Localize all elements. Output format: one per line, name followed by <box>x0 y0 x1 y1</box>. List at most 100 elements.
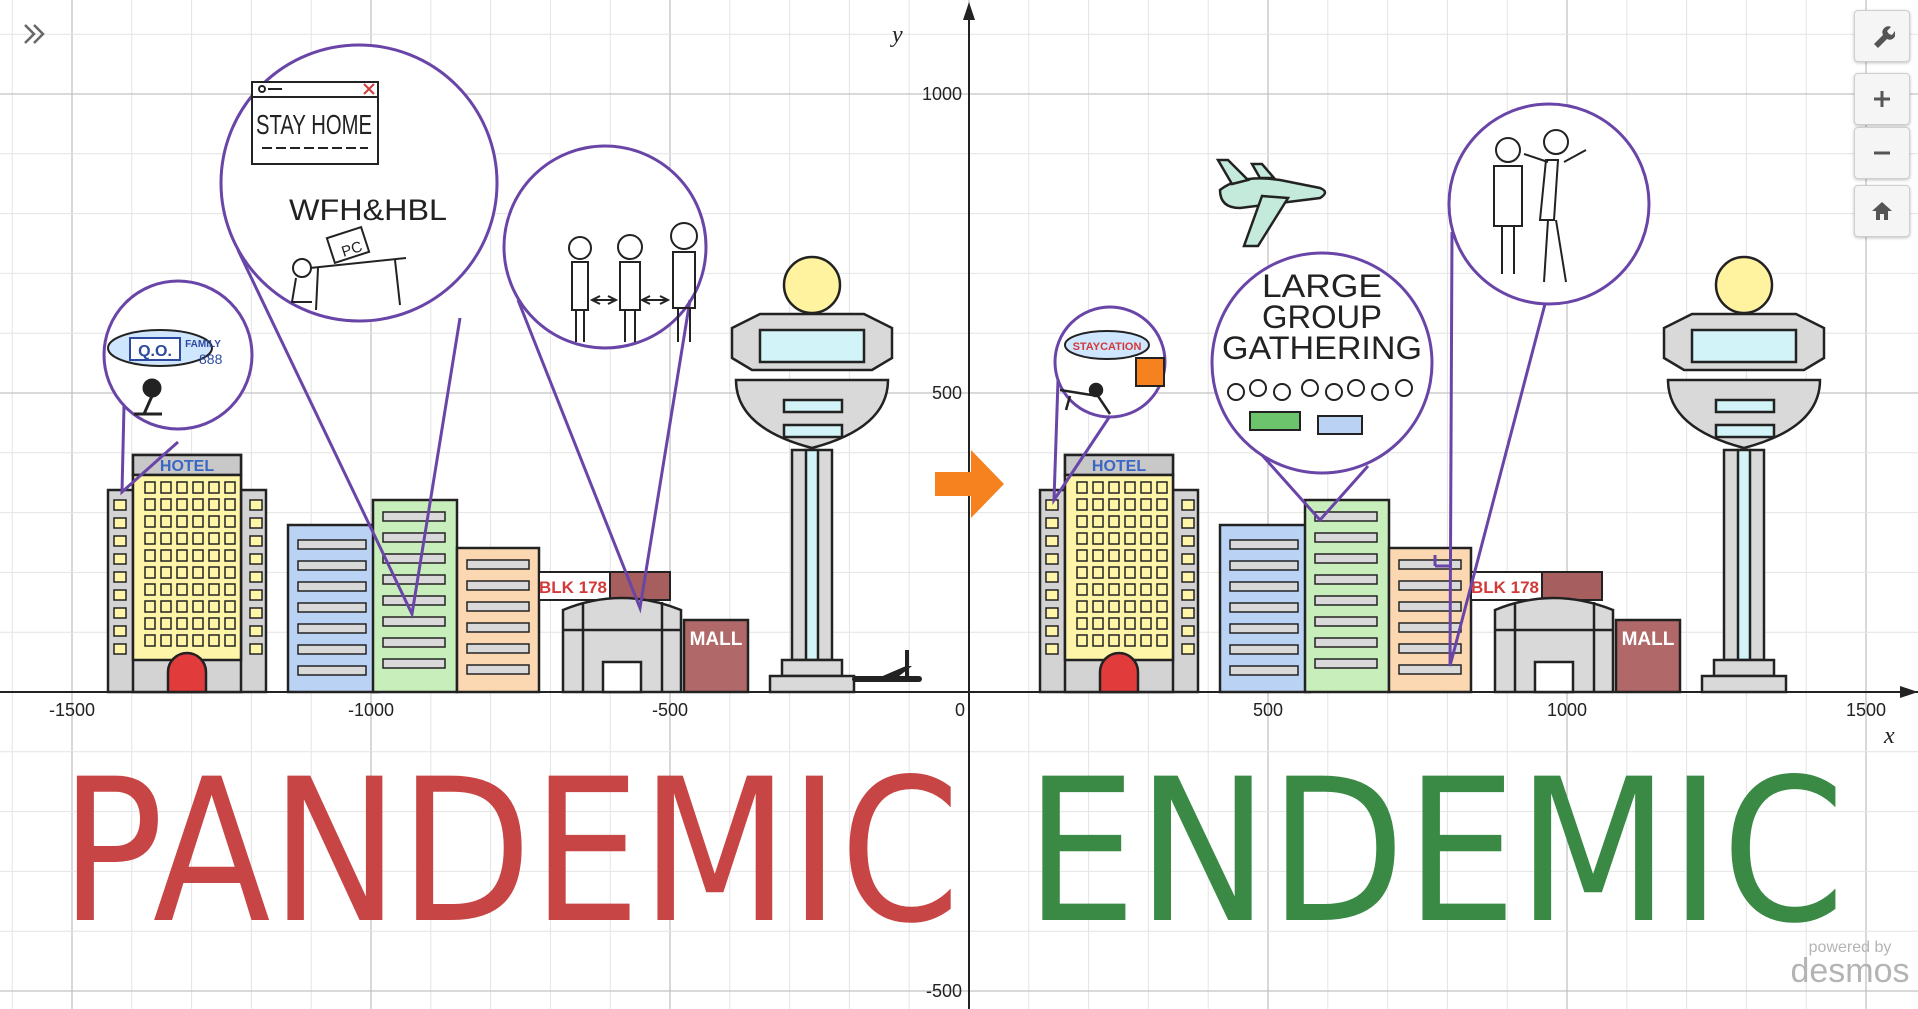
window-stripe <box>1229 644 1299 655</box>
hotel-window <box>208 481 220 494</box>
person-icon <box>1523 129 1587 283</box>
wrench-icon <box>1874 26 1895 48</box>
window-stripe <box>1229 539 1299 550</box>
hotel-window <box>176 515 188 528</box>
hotel-windows <box>113 481 263 655</box>
hotel-window <box>1140 600 1152 613</box>
hotel-window <box>249 499 263 511</box>
hotel-window <box>249 535 263 547</box>
window-stripe <box>297 539 367 550</box>
person-icon <box>1493 137 1523 274</box>
hotel-window <box>1181 517 1195 529</box>
hotel-window <box>192 566 204 579</box>
window-stripes <box>1229 511 1462 676</box>
hotel-window <box>1124 515 1136 528</box>
hotel-window <box>1156 566 1168 579</box>
window-stripe <box>1314 553 1378 564</box>
hotel-window <box>1140 498 1152 511</box>
x-axis-arrow <box>1900 686 1918 698</box>
hotel-window <box>1108 600 1120 613</box>
hotel-window <box>192 617 204 630</box>
svg-text:GATHERING: GATHERING <box>1222 330 1422 366</box>
hotel-window <box>160 583 172 596</box>
hotel-window <box>144 549 156 562</box>
window-stripe <box>1229 602 1299 613</box>
hotel-sign: HOTEL <box>1092 458 1146 475</box>
hotel-window <box>1092 600 1104 613</box>
hotel-window <box>144 498 156 511</box>
hotel-window <box>1076 566 1088 579</box>
hotel-window <box>160 549 172 562</box>
pandemic-title: PANDEMIC <box>60 736 960 967</box>
hotel-window <box>1124 498 1136 511</box>
hotel-window <box>1156 549 1168 562</box>
hotel-window <box>1140 549 1152 562</box>
hotel-sign: HOTEL <box>160 458 214 475</box>
hotel-window <box>1156 532 1168 545</box>
hotel-window <box>1092 617 1104 630</box>
hotel-window <box>224 583 236 596</box>
window-stripe <box>382 658 446 669</box>
expand-expression-list-button[interactable] <box>14 14 54 54</box>
zoom-out-button[interactable] <box>1854 127 1910 179</box>
hotel-window <box>160 481 172 494</box>
hotel-window <box>1156 583 1168 596</box>
hotel-window <box>1092 515 1104 528</box>
window-stripe <box>1314 595 1378 606</box>
plus-icon <box>1874 91 1890 107</box>
hotel-window <box>1092 583 1104 596</box>
svg-text:Q.O.: Q.O. <box>138 343 172 360</box>
default-viewport-button[interactable] <box>1854 185 1910 237</box>
desmos-logo: desmos <box>1790 952 1910 990</box>
hotel-window <box>192 498 204 511</box>
svg-text:888: 888 <box>199 351 223 367</box>
window-stripe <box>1229 623 1299 634</box>
hotel-window <box>144 583 156 596</box>
powered-by-text: powered by <box>1808 939 1892 956</box>
hotel-window <box>192 600 204 613</box>
graph-settings-button[interactable] <box>1854 10 1910 62</box>
mall-box <box>1614 618 1682 694</box>
hotel-window <box>208 634 220 647</box>
window-stripe <box>1314 637 1378 648</box>
window-stripe <box>1229 665 1299 676</box>
stay-home-contents: STAY HOME WFH&HBL PC <box>251 81 447 311</box>
window-stripe <box>1314 532 1378 543</box>
hotel-window <box>249 625 263 637</box>
window-stripe <box>466 580 530 591</box>
window-stripe <box>297 623 367 634</box>
hotel-window <box>1045 589 1059 601</box>
hotel-window <box>176 617 188 630</box>
hotel-window <box>1092 481 1104 494</box>
hotel-window <box>1181 643 1195 655</box>
hotel-window <box>144 600 156 613</box>
hotel-window <box>1076 481 1088 494</box>
window-stripe <box>382 553 446 564</box>
hotel-window <box>224 600 236 613</box>
hotel-window <box>1140 515 1152 528</box>
zoom-in-button[interactable] <box>1854 73 1910 125</box>
hotel-window <box>224 481 236 494</box>
desmos-branding[interactable]: powered by desmos <box>1790 939 1910 990</box>
hotel-window <box>208 583 220 596</box>
hotel-window <box>160 498 172 511</box>
blk-sign: BLK 178 <box>539 578 607 597</box>
window-stripe <box>382 637 446 648</box>
person-sitting-icon <box>134 378 162 416</box>
window-stripe <box>1398 601 1462 612</box>
endemic-city: HOTEL BLK 178 MALL <box>1038 158 1826 694</box>
window-stripe <box>466 601 530 612</box>
hotel-window <box>144 515 156 528</box>
x-tick-label: -1000 <box>348 700 394 720</box>
window-stripe <box>382 616 446 627</box>
hotel-window <box>1124 481 1136 494</box>
hotel-window <box>1076 634 1088 647</box>
mall-sign: MALL <box>690 629 743 650</box>
svg-text:PC: PC <box>339 238 364 261</box>
window-stripe <box>297 602 367 613</box>
hotel-window <box>192 549 204 562</box>
hotel-window <box>1108 532 1120 545</box>
hotel-window <box>192 515 204 528</box>
browser-window-icon <box>251 81 379 165</box>
